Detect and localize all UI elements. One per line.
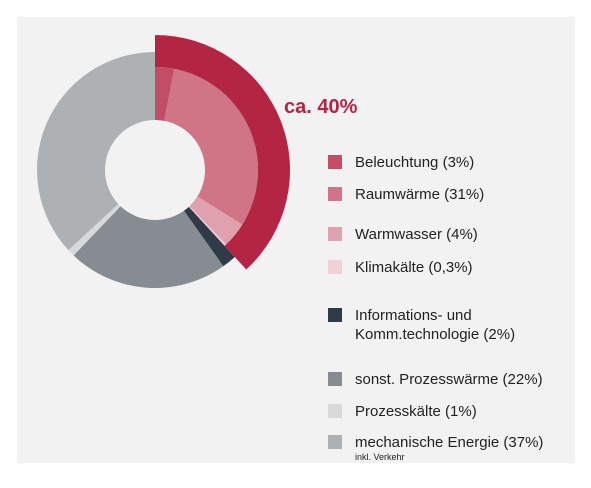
legend-label: Prozesskälte (1%) bbox=[355, 403, 477, 420]
slice bbox=[73, 206, 224, 288]
slice bbox=[188, 206, 227, 246]
slice bbox=[155, 67, 175, 121]
legend-swatch bbox=[328, 260, 342, 274]
legend-label: Informations- und Komm.technologie (2%) bbox=[355, 307, 516, 343]
legend-text: sonst. Prozesswärme (22%) bbox=[355, 370, 543, 389]
slice bbox=[189, 196, 243, 245]
legend-item: Raumwärme (31%) bbox=[328, 185, 484, 204]
slice bbox=[68, 203, 121, 256]
legend-text: Informations- und Komm.technologie (2%) bbox=[355, 306, 515, 344]
highlight-label: ca. 40% bbox=[284, 96, 358, 118]
legend-item: mechanische Energie (37%) inkl. Verkehr bbox=[328, 433, 543, 462]
legend-swatch bbox=[328, 155, 342, 169]
legend-item: Informations- und Komm.technologie (2%) bbox=[328, 306, 515, 344]
legend-text: Raumwärme (31%) bbox=[355, 185, 484, 204]
legend-label: Beleuchtung (3%) bbox=[355, 154, 475, 171]
legend-swatch bbox=[328, 435, 342, 449]
slice bbox=[37, 52, 155, 251]
legend-label: mechanische Energie (37%) bbox=[355, 434, 544, 451]
legend-item: Beleuchtung (3%) bbox=[328, 153, 474, 172]
legend-swatch bbox=[328, 372, 342, 386]
legend-note: inkl. Verkehr bbox=[355, 452, 405, 462]
legend-text: mechanische Energie (37%) inkl. Verkehr bbox=[355, 433, 543, 462]
legend-label: sonst. Prozesswärme (22%) bbox=[355, 371, 543, 388]
legend-label: Warmwasser (4%) bbox=[355, 226, 478, 243]
legend-swatch bbox=[328, 308, 342, 322]
legend-item: sonst. Prozesswärme (22%) bbox=[328, 370, 543, 389]
legend-text: Beleuchtung (3%) bbox=[355, 153, 474, 172]
legend-item: Prozesskälte (1%) bbox=[328, 402, 477, 421]
legend-swatch bbox=[328, 227, 342, 241]
legend-text: Warmwasser (4%) bbox=[355, 225, 478, 244]
legend-text: Klimakälte (0,3%) bbox=[355, 258, 473, 277]
legend-label: Raumwärme (31%) bbox=[355, 186, 485, 203]
legend-text: Prozesskälte (1%) bbox=[355, 402, 477, 421]
slice bbox=[164, 68, 258, 225]
highlight-ring bbox=[155, 35, 290, 270]
legend-label: Klimakälte (0,3%) bbox=[355, 259, 473, 276]
legend-swatch bbox=[328, 187, 342, 201]
legend-swatch bbox=[328, 404, 342, 418]
legend-item: Klimakälte (0,3%) bbox=[328, 258, 473, 277]
slice bbox=[183, 206, 235, 267]
legend-item: Warmwasser (4%) bbox=[328, 225, 478, 244]
